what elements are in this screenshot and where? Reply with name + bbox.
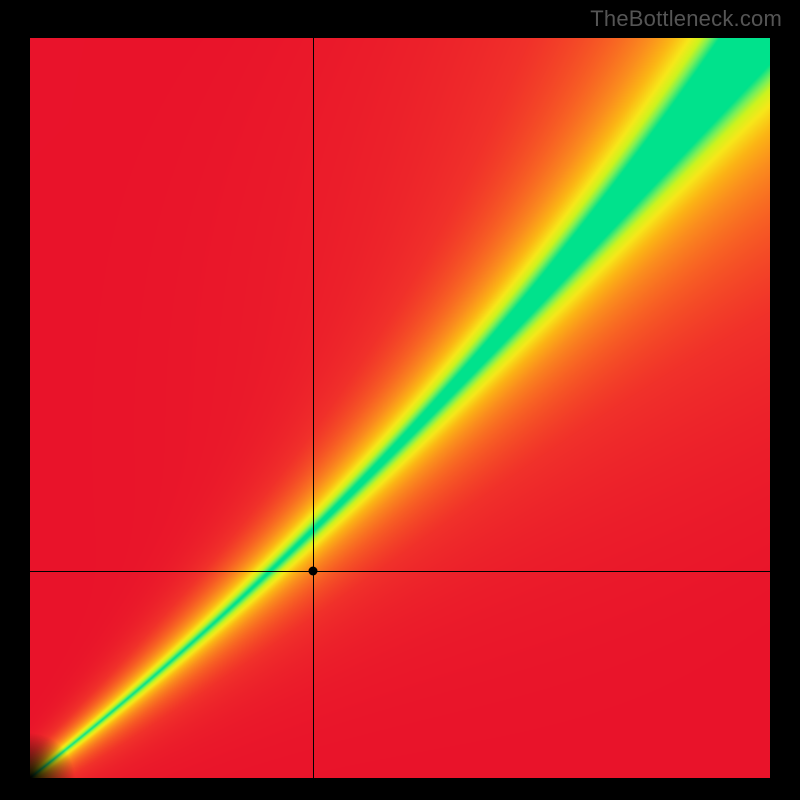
plot-area — [30, 38, 770, 778]
crosshair-horizontal — [30, 571, 770, 572]
heatmap-canvas — [30, 38, 770, 778]
crosshair-marker — [308, 566, 317, 575]
crosshair-vertical — [313, 38, 314, 778]
watermark-text: TheBottleneck.com — [590, 6, 782, 32]
figure-frame: TheBottleneck.com — [0, 0, 800, 800]
